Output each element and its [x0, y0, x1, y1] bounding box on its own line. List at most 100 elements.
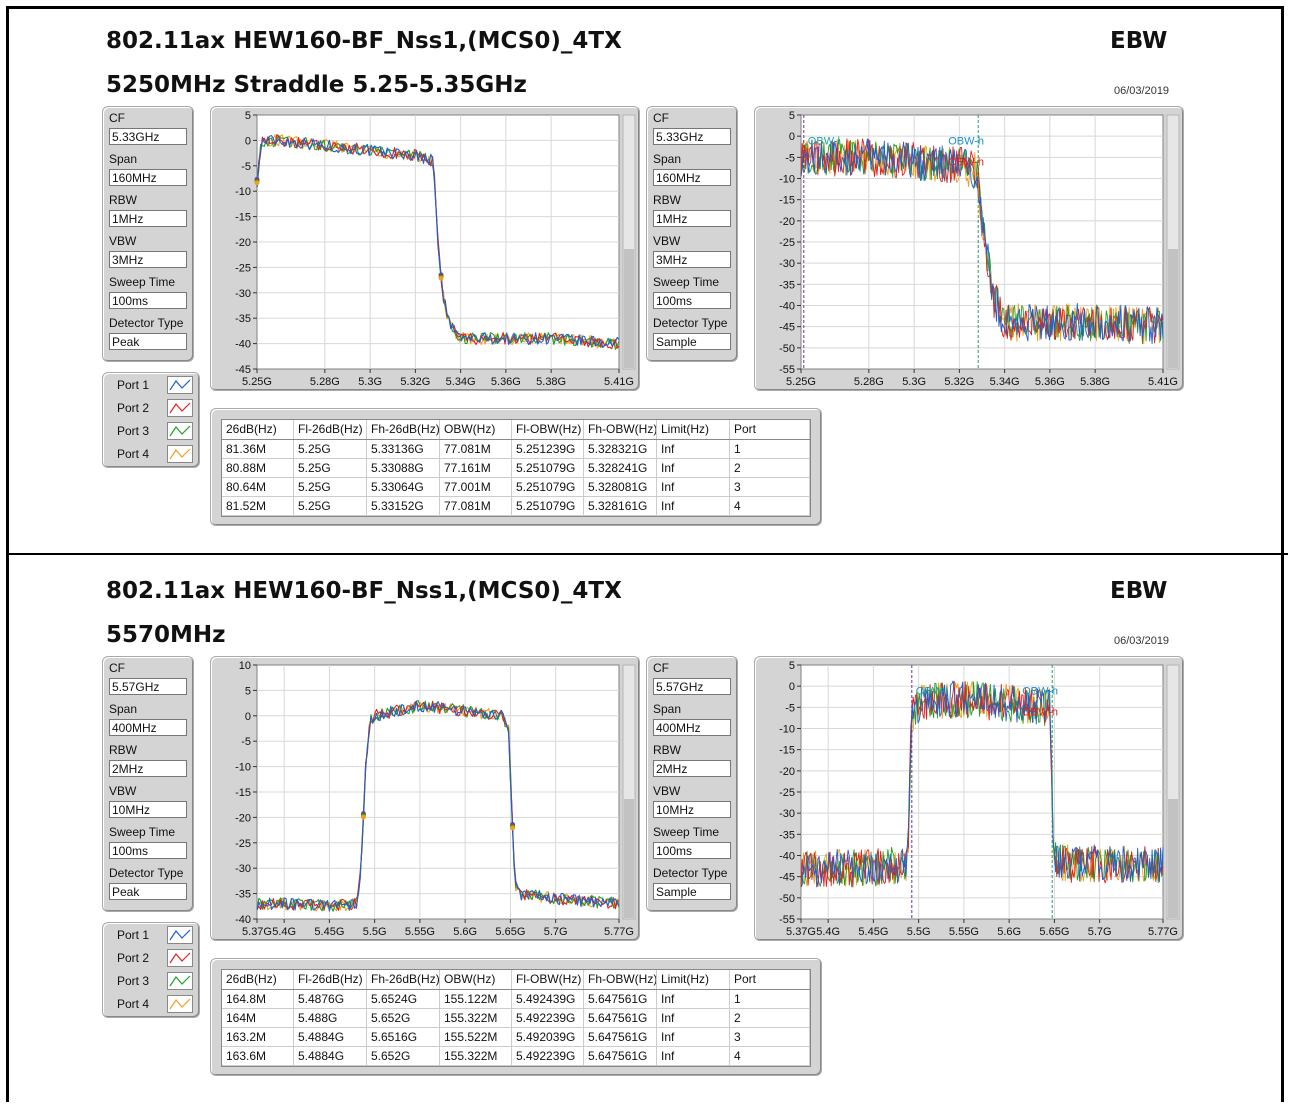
x-tick-label: 5.77G [604, 926, 634, 938]
vbw-field[interactable]: 3MHz [109, 251, 187, 268]
span-field[interactable]: 160MHz [109, 169, 187, 186]
y-tick-label: -15 [235, 212, 251, 224]
param-sweep-time: Sweep Time 100ms [103, 825, 193, 866]
table-cell: 5.488G [294, 1009, 367, 1027]
legend-item-port-2[interactable]: Port 2 [107, 948, 195, 969]
table-cell: 5.492239G [512, 1009, 584, 1027]
spectrum-chart: 50-5-10-15-20-25-30-35-40-45-50-555.37G 5… [779, 660, 1180, 938]
table-cell: 163.2M [222, 1028, 294, 1046]
legend-label: Port 3 [117, 424, 150, 438]
y-tick-label: -5 [241, 736, 251, 748]
x-tick-label: 5.34G [990, 376, 1020, 388]
detector-type-field[interactable]: Peak [109, 883, 187, 900]
cf-field[interactable]: 5.57GHz [109, 678, 187, 695]
legend-item-port-3[interactable]: Port 3 [107, 421, 195, 442]
x-tick-label: 5.45G [858, 926, 888, 938]
spectrum-plot-sample[interactable]: 5 0 -5 -10 -15 -20 -25 -30 -35 -40 -45 -50 -55 5.37G 5… [754, 656, 1184, 941]
rbw-field[interactable]: 2MHz [109, 760, 187, 777]
y-tick-label: -35 [235, 313, 251, 325]
table-cell: 5.33152G [367, 497, 440, 515]
series-line-port-1 [256, 700, 620, 912]
sweep-time-field[interactable]: 100ms [653, 842, 731, 859]
spectrum-chart: 5 0 -5 -10 -15 -20 -25 -30 -35 -40 -455.25G 5.28G 5.… [235, 110, 636, 388]
y-tick-label: -15 [779, 195, 795, 207]
table-cell: 5.647561G [584, 1047, 657, 1065]
table-cell: 5.647561G [584, 1028, 657, 1046]
table-cell: 5.652G [367, 1009, 440, 1027]
table-row[interactable]: 163.2M 5.4884G 5.6516G 155.522M 5.492039G 5.6… [222, 1028, 810, 1047]
table-cell: 5.652G [367, 1047, 440, 1065]
table-cell: 81.52M [222, 497, 294, 515]
sweep-time-field[interactable]: 100ms [109, 292, 187, 309]
column-header: 26dB(Hz) [222, 420, 294, 439]
table-row[interactable]: 164.8M 5.4876G 5.6524G 155.122M 5.492439G 5.6… [222, 990, 810, 1009]
table-cell: 5.25G [294, 478, 367, 496]
param-label: CF [109, 661, 125, 675]
span-field[interactable]: 400MHz [653, 719, 731, 736]
table-cell: 2 [730, 459, 810, 477]
line-swatch-icon [167, 949, 193, 967]
table-row[interactable]: 81.52M 5.25G 5.33152G 77.081M 5.251079G 5.328… [222, 497, 810, 516]
series-line-port-1 [256, 135, 620, 349]
detector-type-field[interactable]: Peak [109, 333, 187, 350]
detector-type-field[interactable]: Sample [653, 883, 731, 900]
spectrum-plot-sample[interactable]: 5 0 -5 -10 -15 -20 -25 -30 -35 -40 -45 -50 -55 5.25G 5… [754, 106, 1184, 391]
table-cell: 80.64M [222, 478, 294, 496]
legend-item-port-2[interactable]: Port 2 [107, 398, 195, 419]
table-cell: 77.081M [440, 440, 512, 458]
table-cell: Inf [657, 497, 730, 515]
table-row[interactable]: 80.88M 5.25G 5.33088G 77.161M 5.251079G 5.328… [222, 459, 810, 478]
rbw-field[interactable]: 1MHz [109, 210, 187, 227]
span-field[interactable]: 400MHz [109, 719, 187, 736]
bandwidth-results-table[interactable]: 26dB(Hz) Fl-26dB(Hz) Fh-26dB(Hz) OBW(Hz) Fl-… [221, 419, 811, 517]
marker-point [254, 180, 260, 186]
legend-item-port-4[interactable]: Port 4 [107, 444, 195, 465]
legend-label: Port 4 [117, 447, 150, 461]
table-cell: 5.492439G [512, 990, 584, 1008]
table-row[interactable]: 80.64M 5.25G 5.33064G 77.001M 5.251079G 5.328… [222, 478, 810, 497]
rbw-field[interactable]: 1MHz [653, 210, 731, 227]
rbw-field[interactable]: 2MHz [653, 760, 731, 777]
legend-item-port-4[interactable]: Port 4 [107, 994, 195, 1015]
y-tick-label: -55 [779, 914, 795, 926]
table-cell: 5.328321G [584, 440, 657, 458]
sweep-time-field[interactable]: 100ms [109, 842, 187, 859]
vbw-field[interactable]: 10MHz [109, 801, 187, 818]
line-swatch-icon [167, 376, 193, 394]
table-header-row: 26dB(Hz) Fl-26dB(Hz) Fh-26dB(Hz) OBW(Hz) Fl-… [222, 420, 810, 440]
param-detector-type: Detector Type Sample [647, 316, 737, 357]
param-label: VBW [109, 234, 137, 248]
line-swatch-icon [167, 399, 193, 417]
legend-label: Port 1 [117, 928, 150, 942]
legend-item-port-1[interactable]: Port 1 [107, 375, 195, 396]
y-tick-label: -20 [235, 812, 251, 824]
spectrum-plot-peak[interactable]: 10 5 0 -5 -10 -15 -20 -25 -30 -35 -40 5.37G 5.4G 5.45… [210, 656, 640, 941]
bandwidth-results-table[interactable]: 26dB(Hz) Fl-26dB(Hz) Fh-26dB(Hz) OBW(Hz) Fl-… [221, 969, 811, 1067]
spectrum-plot-peak[interactable]: 5 0 -5 -10 -15 -20 -25 -30 -35 -40 -45 5.25G 5.28G 5.… [210, 106, 640, 391]
param-label: Span [109, 152, 138, 166]
cf-field[interactable]: 5.33GHz [109, 128, 187, 145]
param-vbw: VBW 10MHz [647, 784, 737, 825]
span-field[interactable]: 160MHz [653, 169, 731, 186]
vbw-field[interactable]: 10MHz [653, 801, 731, 818]
column-header: Limit(Hz) [657, 970, 730, 989]
vbw-field[interactable]: 3MHz [653, 251, 731, 268]
legend-item-port-1[interactable]: Port 1 [107, 925, 195, 946]
table-cell: Inf [657, 990, 730, 1008]
legend-item-port-3[interactable]: Port 3 [107, 971, 195, 992]
table-cell: 5.33064G [367, 478, 440, 496]
sweep-time-field[interactable]: 100ms [653, 292, 731, 309]
x-tick-label: 5.41G [604, 376, 634, 388]
series-line-port-1 [800, 680, 1164, 888]
param-span: Span 160MHz [647, 152, 737, 193]
cf-field[interactable]: 5.57GHz [653, 678, 731, 695]
table-row[interactable]: 164M 5.488G 5.652G 155.322M 5.492239G 5.64756… [222, 1009, 810, 1028]
legend-line-icon [169, 998, 191, 1010]
table-row[interactable]: 163.6M 5.4884G 5.652G 155.322M 5.492239G 5.64… [222, 1047, 810, 1066]
detector-type-field[interactable]: Sample [653, 333, 731, 350]
cf-field[interactable]: 5.33GHz [653, 128, 731, 145]
y-tick-label: -55 [779, 364, 795, 376]
table-row[interactable]: 81.36M 5.25G 5.33136G 77.081M 5.251239G 5.328… [222, 440, 810, 459]
y-tick-label: 0 [245, 135, 251, 147]
table-cell: 163.6M [222, 1047, 294, 1065]
